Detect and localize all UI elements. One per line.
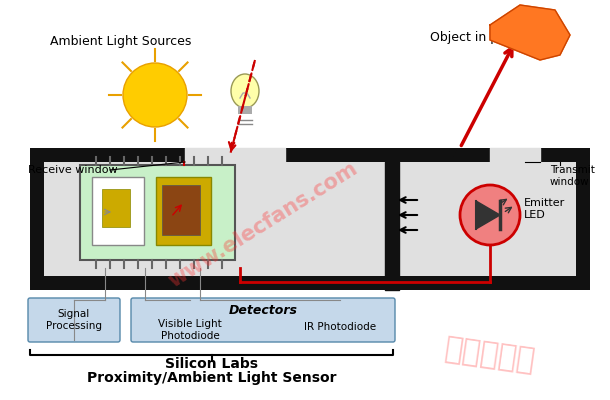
- Text: Ambient Light Sources: Ambient Light Sources: [50, 36, 192, 48]
- Text: Receive window: Receive window: [28, 165, 118, 175]
- Circle shape: [123, 63, 187, 127]
- Bar: [92, 177, 144, 245]
- Text: IR Photodiode: IR Photodiode: [304, 322, 376, 332]
- Text: 电子发烧友: 电子发烧友: [443, 334, 537, 376]
- Text: Proximity/Ambient Light Sensor: Proximity/Ambient Light Sensor: [87, 371, 336, 385]
- Bar: [102, 189, 130, 227]
- Bar: [30, 148, 590, 290]
- Bar: [162, 185, 200, 235]
- Text: Signal
Processing: Signal Processing: [46, 309, 102, 331]
- Circle shape: [460, 185, 520, 245]
- Text: Emitter
LED: Emitter LED: [524, 198, 565, 220]
- Text: Transmit
window: Transmit window: [550, 165, 595, 187]
- Text: www.elecfans.com: www.elecfans.com: [165, 158, 362, 292]
- FancyBboxPatch shape: [28, 298, 120, 342]
- Bar: [238, 106, 252, 114]
- Bar: [44, 162, 576, 276]
- Text: Visible Light
Photodiode: Visible Light Photodiode: [158, 319, 222, 341]
- Polygon shape: [490, 5, 570, 60]
- FancyBboxPatch shape: [131, 298, 395, 342]
- Text: Object in proximity: Object in proximity: [430, 32, 549, 44]
- Ellipse shape: [231, 74, 259, 108]
- Polygon shape: [476, 201, 500, 229]
- Bar: [80, 165, 235, 260]
- Text: Detectors: Detectors: [229, 304, 298, 318]
- Text: Silicon Labs: Silicon Labs: [165, 357, 258, 371]
- Bar: [156, 177, 211, 245]
